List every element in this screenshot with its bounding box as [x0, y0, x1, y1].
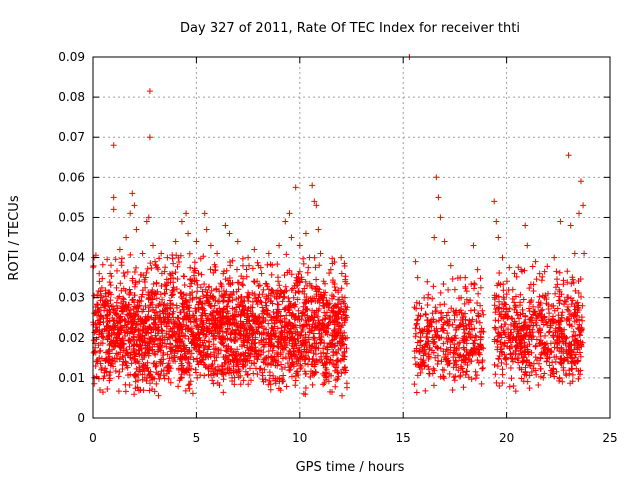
roti-point-markers	[90, 54, 588, 399]
y-tick-label: 0.06	[58, 170, 85, 184]
y-tick-label: 0.07	[58, 130, 85, 144]
y-tick-label: 0.03	[58, 291, 85, 305]
x-tick-label: 0	[89, 431, 97, 445]
x-tick-label: 15	[396, 431, 411, 445]
data-points	[90, 54, 588, 399]
y-tick-label: 0.09	[58, 50, 85, 64]
axis-ticks: 0 0.01 0.02 0.03 0.04 0.05 0.06 0.07 0.08 0.09 0 5 1…	[58, 50, 617, 445]
y-tick-label: 0	[77, 411, 85, 425]
plot-frame	[92, 56, 611, 419]
x-tick-label: 10	[292, 431, 307, 445]
x-tick-label: 25	[602, 431, 617, 445]
y-tick-label: 0.01	[58, 371, 85, 385]
x-tick-label: 20	[499, 431, 514, 445]
y-tick-label: 0.08	[58, 90, 85, 104]
y-tick-label: 0.04	[58, 251, 85, 265]
y-tick-label: 0.05	[58, 210, 85, 224]
y-axis-label: ROTI / TECUs	[7, 195, 22, 280]
chart-title: Day 327 of 2011, Rate Of TEC Index for r…	[180, 21, 520, 36]
x-tick-label: 5	[193, 431, 201, 445]
x-axis-label: GPS time / hours	[296, 460, 405, 475]
y-tick-label: 0.02	[58, 331, 85, 345]
